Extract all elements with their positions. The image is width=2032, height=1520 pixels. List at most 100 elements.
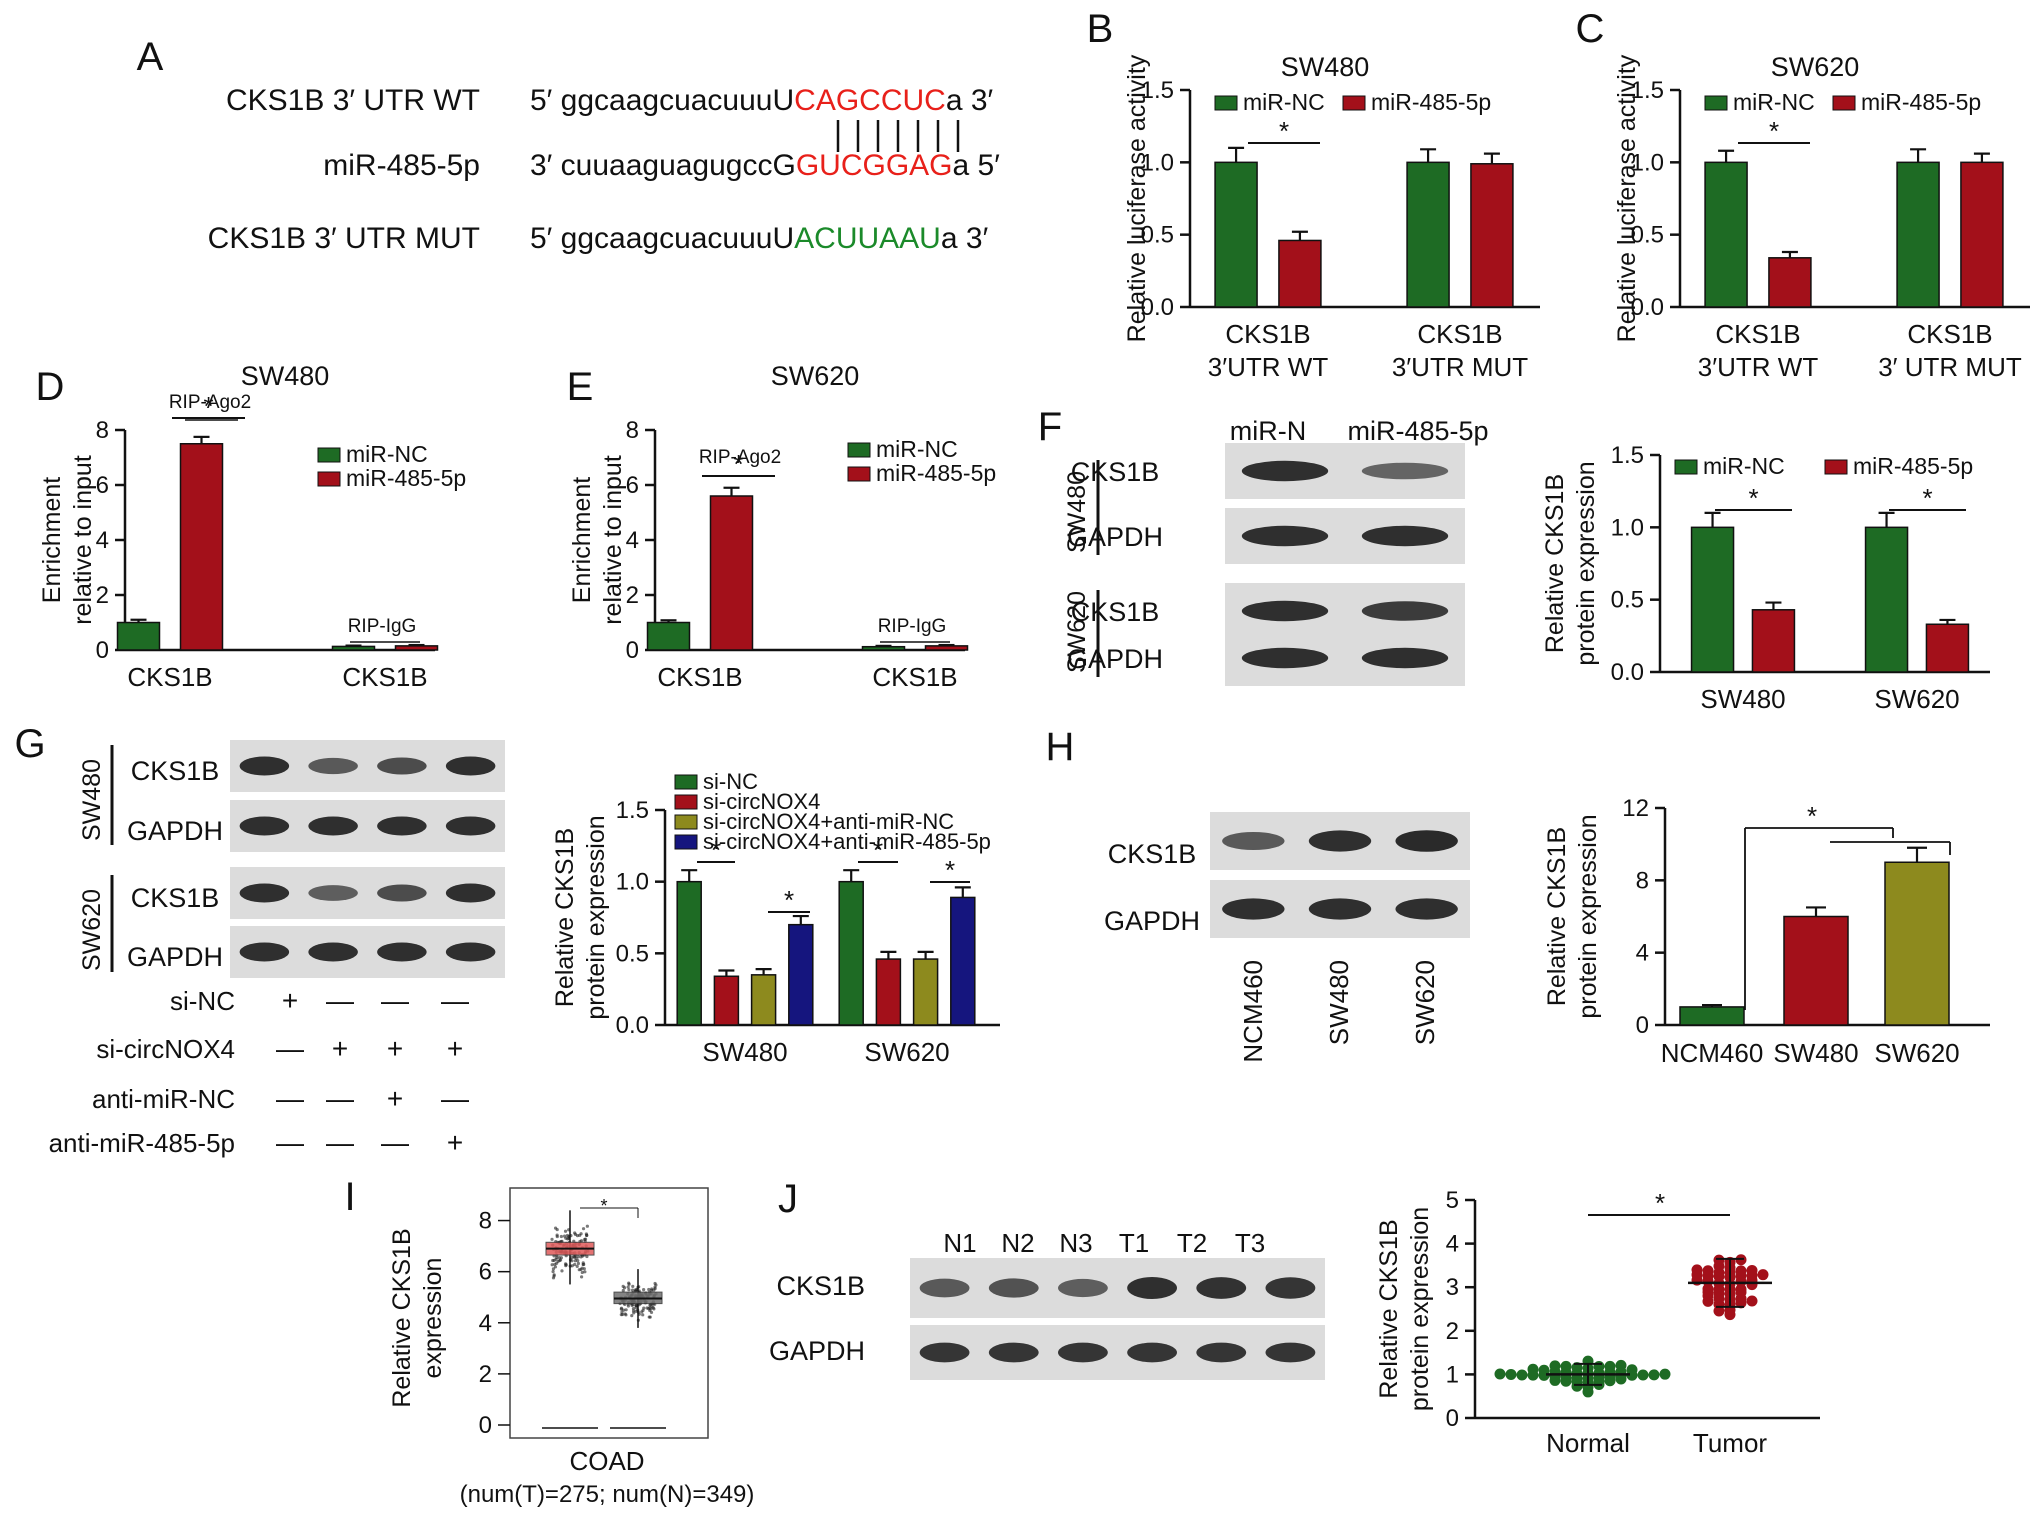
bar-miR-NC-1 <box>1406 161 1450 308</box>
y-axis-title: Enrichment <box>38 477 66 603</box>
y-tick-label: 4 <box>626 527 639 554</box>
data-point-N <box>634 1304 638 1308</box>
y-tick-label: 1.5 <box>616 797 649 824</box>
panel-letter-G: G <box>14 722 45 766</box>
data-point-T <box>580 1270 584 1275</box>
sequence-core: GUCGGAG <box>796 149 953 182</box>
data-point-T <box>559 1234 563 1239</box>
category-label: CKS1B <box>872 662 957 692</box>
legend-swatch-si-circNOX4+anti-miR-NC <box>674 814 698 830</box>
blot-G-3 <box>230 926 505 978</box>
data-point-Normal <box>1549 1360 1561 1372</box>
bar-miR-NC-0 <box>1690 526 1735 673</box>
protein-band <box>308 942 358 962</box>
data-point-N <box>631 1306 636 1311</box>
data-point-Normal <box>1505 1368 1517 1380</box>
category-label: SW480 <box>702 1037 787 1067</box>
y-tick-label: 3 <box>1446 1274 1459 1301</box>
bar-miR-485-5p-0 <box>1768 257 1812 308</box>
protein-band <box>1058 1342 1108 1363</box>
band-label: GAPDH <box>1067 522 1163 552</box>
data-point-N <box>630 1314 634 1318</box>
blot-H-0 <box>1210 812 1470 870</box>
legend-swatch-si-circNOX4 <box>674 794 698 810</box>
protein-band <box>1058 1278 1108 1298</box>
y-tick-label: 0 <box>96 637 109 664</box>
bar-miR-NC-1 <box>861 645 906 651</box>
lane-label: N3 <box>1059 1228 1092 1258</box>
category-label: 3′ UTR MUT <box>1878 352 2022 382</box>
y-tick-label: 0.5 <box>1631 222 1664 249</box>
data-point-T <box>576 1259 580 1263</box>
protein-band <box>1361 525 1449 547</box>
data-point-T <box>553 1265 558 1269</box>
data-point-T <box>551 1267 556 1271</box>
bar-si-NC-1 <box>838 880 864 1026</box>
category-label: Normal <box>1546 1428 1630 1458</box>
data-point-T <box>581 1263 585 1267</box>
sequence-prefix: 3′ cuuaaguagugccG <box>530 149 796 182</box>
protein-band <box>1395 898 1458 920</box>
legend-label-miR-485-5p: miR-485-5p <box>1861 89 1981 115</box>
protein-band <box>1196 1277 1247 1299</box>
y-axis-title: Relative CKS1B <box>1543 827 1571 1006</box>
bar-miR-485-5p-1 <box>924 645 969 651</box>
y-tick-label: 6 <box>626 472 639 499</box>
y-axis-title: Relative CKS1B <box>388 1228 416 1407</box>
lane-label: T2 <box>1177 1228 1207 1258</box>
category-label: 3′UTR MUT <box>1392 352 1528 382</box>
y-tick-label: 5 <box>1446 1187 1459 1214</box>
bar-miR-NC-0 <box>1704 161 1748 308</box>
significance-star: * <box>873 835 883 865</box>
x-axis-subtitle: (num(T)=275; num(N)=349) <box>460 1481 755 1508</box>
sequence-text: 5′ ggcaagcuacuuuUCAGCCUCa 3′ <box>530 84 994 117</box>
bar-NCM460 <box>1679 1006 1745 1026</box>
sequence-suffix: a 5′ <box>953 149 1001 182</box>
bar-si-circNOX4+anti-miR-NC-1 <box>912 958 939 1026</box>
data-point-T <box>584 1232 588 1236</box>
data-point-T <box>563 1229 568 1233</box>
legend-label-si-circNOX4+anti-miR-485-5p: si-circNOX4+anti-miR-485-5p <box>703 829 991 854</box>
category-label: SW480 <box>1700 684 1785 714</box>
sequence-label: CKS1B 3′ UTR WT <box>226 84 480 117</box>
y-tick-label: 1.0 <box>1631 149 1664 176</box>
legend-swatch-miR-NC <box>1214 95 1238 111</box>
chart-title: SW620 <box>1771 52 1860 82</box>
y-tick-label: 0 <box>626 637 639 664</box>
bar-miR-NC-0 <box>116 621 161 651</box>
category-label: CKS1B <box>1225 319 1310 349</box>
legend-swatch-miR-485-5p <box>847 466 871 482</box>
blot-F-3 <box>1225 630 1465 686</box>
category-label: NCM460 <box>1661 1038 1764 1068</box>
y-tick-label: 4 <box>1636 940 1649 967</box>
bar-si-circNOX4-1 <box>875 958 902 1026</box>
data-point-N <box>624 1308 628 1312</box>
significance-star: * <box>733 449 743 479</box>
data-point-N <box>642 1288 646 1292</box>
data-point-N <box>651 1306 655 1310</box>
condition-mark: — <box>381 1127 409 1158</box>
bar-miR-485-5p-0 <box>1751 609 1796 673</box>
y-tick-label: 1.0 <box>1611 514 1644 541</box>
panel-letter-B: B <box>1087 7 1114 51</box>
condition-mark: + <box>447 1127 463 1158</box>
y-tick-label: 1.0 <box>616 869 649 896</box>
group-label: RIP-Ago2 <box>169 392 251 413</box>
bar-si-circNOX4-0 <box>713 975 740 1026</box>
data-point-N <box>621 1288 625 1293</box>
sequence-label: CKS1B 3′ UTR MUT <box>208 222 480 255</box>
y-tick-label: 6 <box>479 1259 492 1286</box>
chart-title: SW620 <box>771 361 860 391</box>
data-point-T <box>573 1262 577 1267</box>
data-point-T <box>583 1237 588 1241</box>
data-point-T <box>555 1227 559 1232</box>
data-point-Tumor <box>1691 1264 1703 1276</box>
legend-swatch-miR-NC <box>1674 459 1698 475</box>
protein-band <box>1361 462 1449 480</box>
condition-label: anti-miR-485-5p <box>49 1128 235 1158</box>
protein-band <box>988 1342 1039 1363</box>
legend-label-miR-NC: miR-NC <box>1703 453 1785 479</box>
bar-miR-485-5p-1 <box>1470 163 1514 308</box>
protein-band <box>1395 830 1458 852</box>
